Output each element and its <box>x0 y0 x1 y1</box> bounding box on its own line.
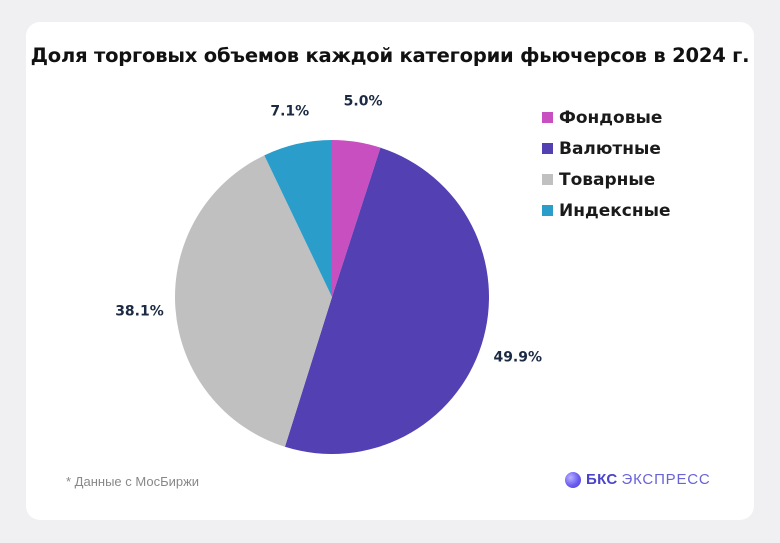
pie-slice-indeksnye <box>264 140 332 297</box>
brand-name-strong: БКС <box>586 471 618 488</box>
bcs-logo-icon <box>565 471 581 488</box>
legend-swatch <box>542 174 553 185</box>
data-label-fondovye: 5.0% <box>344 93 383 109</box>
pie-slice-tovarnye <box>175 155 332 447</box>
legend-label: Товарные <box>559 169 656 190</box>
legend-label: Фондовые <box>559 107 663 128</box>
brand-name-light: ЭКСПРЕСС <box>621 471 711 488</box>
pie-slice-valyutnye <box>284 147 489 454</box>
data-label-indeksnye: 7.1% <box>270 104 309 120</box>
source-footnote: * Данные с МосБиржи <box>66 474 200 489</box>
chart-title: Доля торговых объемов каждой категории ф… <box>30 44 750 67</box>
legend-swatch <box>542 112 553 123</box>
legend-swatch <box>542 205 553 216</box>
legend-label: Валютные <box>559 138 661 159</box>
legend-item-fondovye: Фондовые <box>542 102 671 133</box>
data-label-tovarnye: 38.1% <box>115 304 164 320</box>
legend-item-valyutnye: Валютные <box>542 133 671 164</box>
legend-item-tovarnye: Товарные <box>542 164 671 195</box>
legend-item-indeksnye: Индексные <box>542 195 671 226</box>
brand-logo: БКС ЭКСПРЕСС <box>565 471 711 488</box>
legend: Фондовые Валютные Товарные Индексные <box>542 102 671 226</box>
legend-swatch <box>542 143 553 154</box>
pie-slice-fondovye <box>332 140 381 297</box>
legend-label: Индексные <box>559 200 671 221</box>
data-label-valyutnye: 49.9% <box>493 349 542 365</box>
